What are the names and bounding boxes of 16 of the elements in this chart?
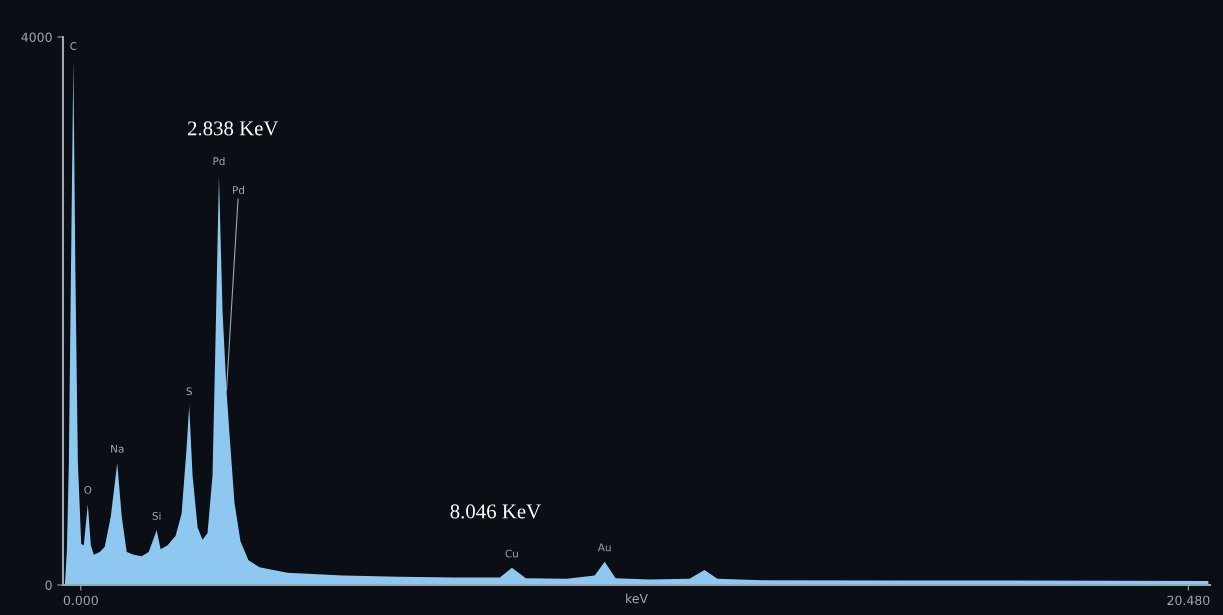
annotation: Na xyxy=(111,444,124,453)
annotation: Au xyxy=(597,543,611,552)
x-axis-title: keV xyxy=(626,593,648,604)
annotation: S xyxy=(186,387,192,396)
x-tick-label: 0.000 xyxy=(63,595,98,606)
annotation: Cu xyxy=(505,549,518,558)
annotation: Pd xyxy=(233,185,245,194)
y-tick-label: 0 xyxy=(45,580,52,590)
annotation: O xyxy=(84,485,92,494)
annotation: 2.838 KeV xyxy=(187,121,279,136)
annotation: 8.046 KeV xyxy=(450,504,541,519)
annotation: Si xyxy=(152,511,161,520)
annotation: Pd xyxy=(213,156,225,166)
x-tick-label: 20.480 xyxy=(1167,595,1210,606)
y-tick-label: 4000 xyxy=(21,32,52,42)
annotation: C xyxy=(70,42,77,50)
